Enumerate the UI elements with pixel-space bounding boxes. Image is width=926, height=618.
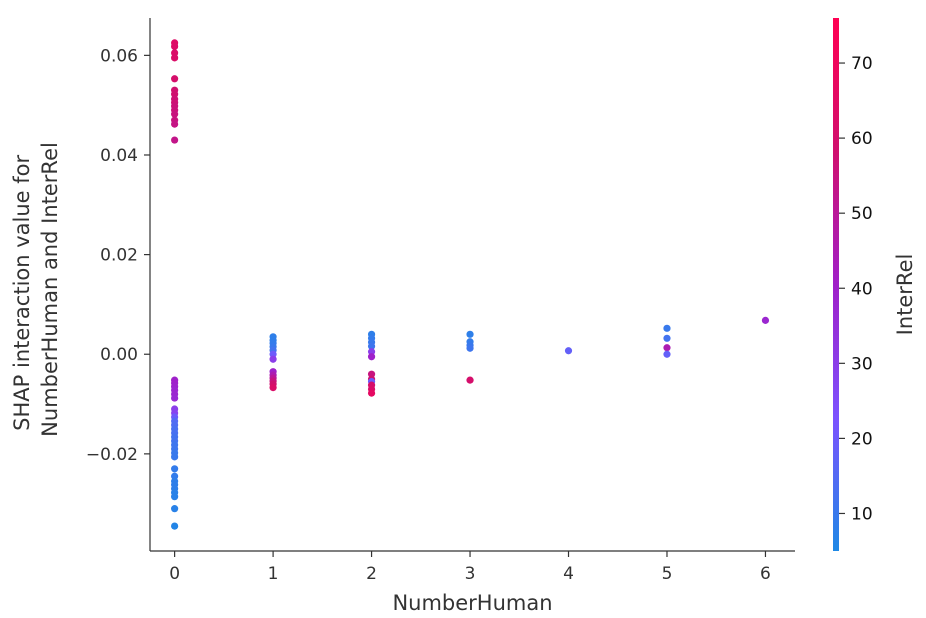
y-tick-label-4: 0.06 bbox=[100, 46, 138, 66]
scatter-point-4 bbox=[171, 75, 179, 83]
scatter-point-75 bbox=[663, 334, 671, 342]
scatter-points bbox=[171, 39, 770, 530]
colorbar-tick-label-0: 10 bbox=[851, 504, 873, 524]
scatter-point-6 bbox=[171, 90, 179, 98]
scatter-point-49 bbox=[269, 355, 277, 363]
scatter-point-42 bbox=[171, 522, 179, 530]
scatter-point-33 bbox=[171, 453, 179, 461]
scatter-point-76 bbox=[663, 344, 671, 352]
scatter-point-20 bbox=[171, 394, 179, 402]
scatter-point-1 bbox=[171, 42, 179, 50]
x-axis-label: NumberHuman bbox=[392, 591, 552, 615]
scatter-point-55 bbox=[269, 384, 277, 392]
y-tick-label-3: 0.04 bbox=[100, 146, 138, 166]
scatter-point-40 bbox=[171, 493, 179, 501]
scatter-point-41 bbox=[171, 505, 179, 513]
scatter-point-72 bbox=[466, 376, 474, 384]
scatter-point-71 bbox=[466, 344, 474, 352]
colorbar-tick-label-6: 70 bbox=[851, 54, 873, 74]
scatter-point-78 bbox=[761, 316, 770, 324]
x-tick-label-2: 2 bbox=[366, 564, 377, 584]
y-axis-label-line-2: NumberHuman and InterRel bbox=[38, 142, 62, 437]
x-tick-label-0: 0 bbox=[169, 564, 180, 584]
colorbar-tick-label-3: 40 bbox=[851, 279, 873, 299]
y-axis-ticks: −0.02 0.00 0.02 0.04 0.06 bbox=[86, 46, 150, 465]
scatter-point-77 bbox=[663, 350, 671, 358]
scatter-point-3 bbox=[171, 54, 179, 62]
scatter-point-73 bbox=[564, 347, 573, 355]
scatter-point-14 bbox=[171, 136, 179, 144]
x-tick-label-4: 4 bbox=[563, 564, 574, 584]
scatter-point-68 bbox=[466, 330, 474, 338]
x-tick-label-1: 1 bbox=[268, 564, 279, 584]
scatter-point-11 bbox=[171, 110, 179, 118]
colorbar-tick-label-1: 20 bbox=[851, 429, 873, 449]
x-tick-label-5: 5 bbox=[662, 564, 673, 584]
scatter-point-67 bbox=[367, 389, 376, 397]
scatter-point-35 bbox=[171, 472, 179, 480]
scatter-point-60 bbox=[367, 348, 376, 356]
scatter-point-13 bbox=[171, 120, 179, 128]
scatter-point-61 bbox=[367, 353, 376, 361]
scatter-point-62 bbox=[367, 370, 376, 378]
x-tick-label-6: 6 bbox=[760, 564, 771, 584]
colorbar-tick-label-2: 30 bbox=[851, 354, 873, 374]
colorbar bbox=[833, 18, 839, 551]
x-axis-ticks: 0 1 2 3 4 5 6 bbox=[169, 551, 771, 584]
scatter-point-2 bbox=[171, 49, 179, 57]
y-axis-label-line-1: SHAP interaction value for bbox=[10, 154, 34, 430]
scatter-point-59 bbox=[367, 342, 376, 350]
y-tick-label-1: 0.00 bbox=[100, 345, 138, 365]
colorbar-tick-label-5: 60 bbox=[851, 129, 873, 149]
scatter-point-48 bbox=[269, 350, 277, 358]
scatter-point-74 bbox=[663, 324, 671, 332]
x-tick-label-3: 3 bbox=[465, 564, 476, 584]
scatter-point-34 bbox=[171, 465, 179, 473]
y-tick-label-2: 0.02 bbox=[100, 246, 138, 266]
y-tick-label-0: −0.02 bbox=[86, 445, 138, 465]
colorbar-tick-label-4: 50 bbox=[851, 204, 873, 224]
y-axis-label: SHAP interaction value for NumberHuman a… bbox=[10, 142, 62, 437]
colorbar-label: InterRel bbox=[893, 254, 917, 336]
colorbar-ticks: 10 20 30 40 50 60 70 bbox=[839, 54, 873, 524]
